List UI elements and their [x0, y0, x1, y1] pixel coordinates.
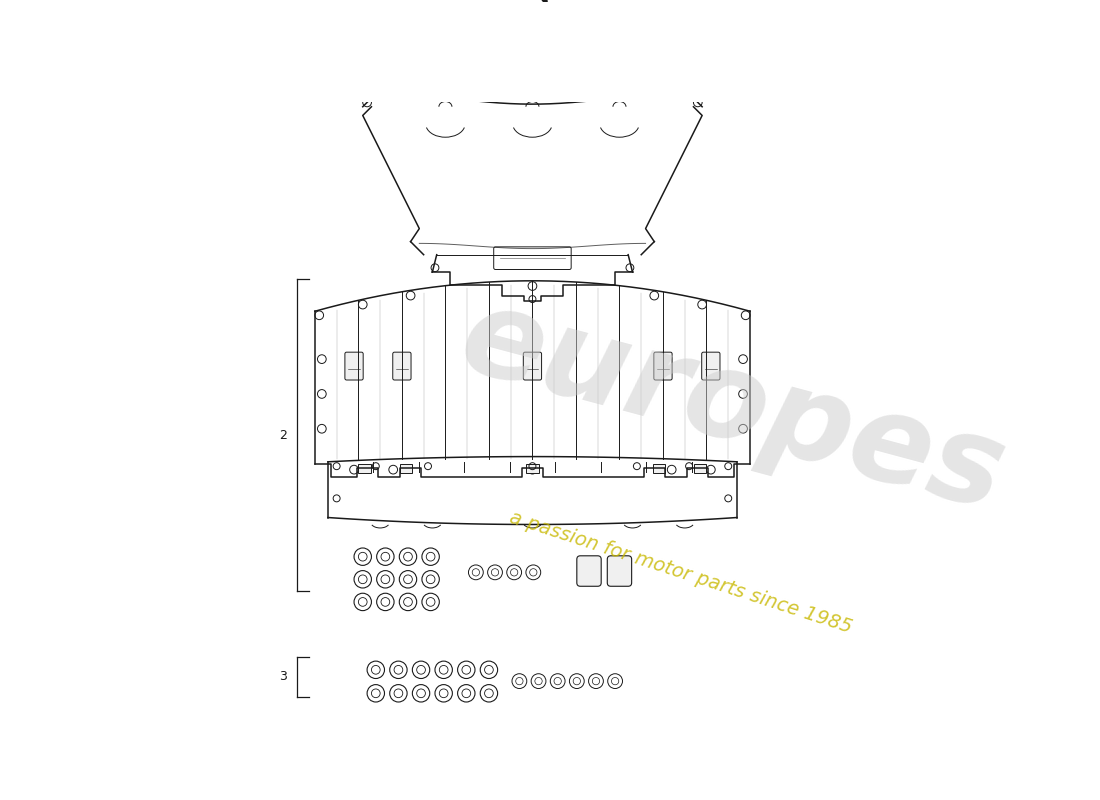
Bar	[694, 465, 706, 473]
FancyBboxPatch shape	[524, 352, 541, 380]
Text: 1: 1	[539, 0, 548, 4]
FancyBboxPatch shape	[345, 352, 363, 380]
Bar	[652, 465, 664, 473]
Text: a passion for motor parts since 1985: a passion for motor parts since 1985	[507, 508, 854, 637]
Bar	[359, 465, 371, 473]
Bar	[526, 465, 539, 473]
FancyBboxPatch shape	[607, 556, 631, 586]
Text: europes: europes	[449, 278, 1016, 536]
FancyBboxPatch shape	[393, 352, 411, 380]
FancyBboxPatch shape	[576, 556, 602, 586]
Text: 3: 3	[279, 670, 287, 683]
Bar	[400, 465, 412, 473]
Text: 1: 1	[541, 0, 549, 5]
FancyBboxPatch shape	[702, 352, 721, 380]
FancyBboxPatch shape	[653, 352, 672, 380]
Text: 2: 2	[279, 429, 287, 442]
